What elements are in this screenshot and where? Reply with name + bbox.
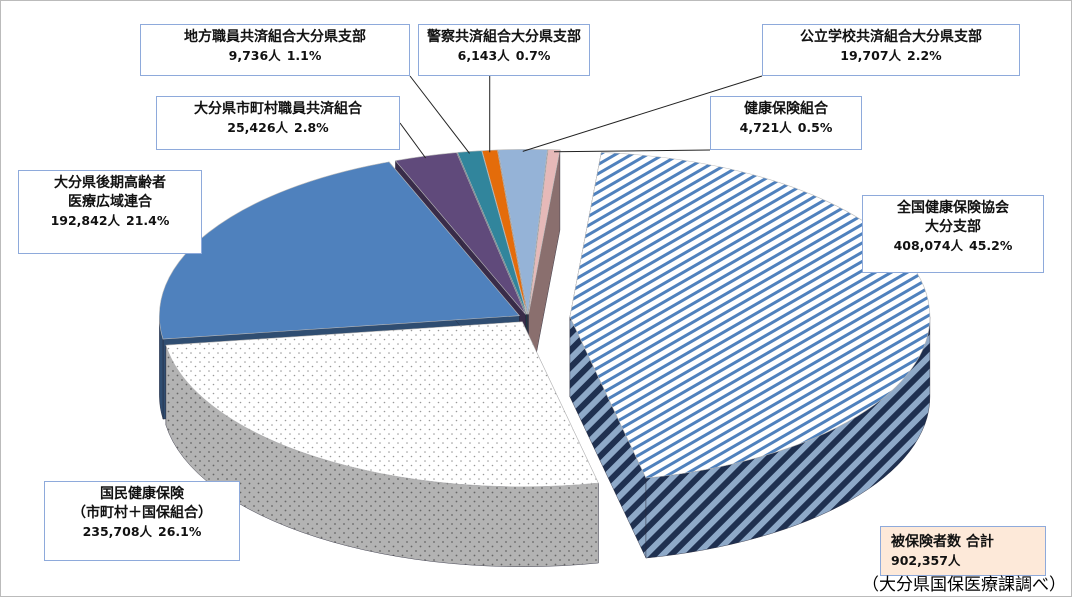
value-label: 6,143人	[457, 48, 510, 63]
value-line: 19,707人 2.2%	[767, 47, 1015, 65]
source-note: （大分県国保医療課調べ）	[862, 575, 1066, 595]
percent-label: 2.2%	[907, 48, 942, 63]
total-label: 被保険者数 合計	[891, 534, 994, 550]
slice	[528, 149, 561, 315]
value-label: 25,426人	[227, 120, 289, 135]
percent-label: 21.4%	[126, 213, 170, 228]
percent-label: 1.1%	[286, 48, 322, 63]
value-line: 235,708人 26.1%	[49, 523, 235, 541]
label-box: 公立学校共済組合大分県支部 19,707人 2.2%	[762, 24, 1020, 76]
slice	[394, 152, 527, 315]
value-line: 192,842人 21.4%	[23, 212, 197, 230]
slice-name: 国民健康保険 （市町村＋国保組合）	[72, 486, 212, 521]
leader-line	[409, 75, 470, 154]
leader-line	[554, 149, 711, 153]
percent-label: 26.1%	[158, 524, 202, 539]
label-box: 健康保険組合 4,721人 0.5%	[710, 96, 862, 150]
label-box: 国民健康保険 （市町村＋国保組合） 235,708人 26.1%	[44, 481, 240, 561]
value-line: 6,143人 0.7%	[423, 47, 585, 65]
label-box: 警察共済組合大分県支部 6,143人 0.7%	[418, 24, 590, 76]
value-label: 192,842人	[50, 213, 121, 228]
percent-label: 45.2%	[969, 238, 1013, 253]
value-line: 25,426人 2.8%	[161, 119, 395, 137]
slice-name: 大分県後期高齢者 医療広域連合	[54, 175, 166, 210]
value-label: 408,074人	[893, 238, 964, 253]
slice	[497, 149, 548, 315]
leader-line	[522, 75, 763, 152]
total-value: 902,357人	[891, 553, 961, 568]
slice	[569, 152, 931, 479]
slice-name: 警察共済組合大分県支部	[427, 29, 581, 45]
percent-label: 2.8%	[294, 120, 329, 135]
value-line: 9,736人 1.1%	[145, 47, 405, 65]
slice-name: 地方職員共済組合大分県支部	[184, 29, 366, 45]
value-label: 19,707人	[840, 48, 902, 63]
value-label: 4,721人	[739, 120, 792, 135]
label-box: 地方職員共済組合大分県支部 9,736人 1.1%	[140, 24, 410, 76]
value-label: 235,708人	[82, 524, 153, 539]
percent-label: 0.7%	[515, 48, 551, 63]
leader-line	[399, 122, 427, 159]
slice	[165, 321, 599, 488]
value-line: 4,721人 0.5%	[715, 119, 857, 137]
label-box: 大分県後期高齢者 医療広域連合 192,842人 21.4%	[18, 170, 202, 254]
slice	[457, 150, 528, 315]
slice-name: 大分県市町村職員共済組合	[194, 101, 362, 117]
slice-name: 公立学校共済組合大分県支部	[800, 29, 982, 45]
percent-label: 0.5%	[797, 120, 833, 135]
slice-name: 健康保険組合	[744, 101, 828, 117]
slice-name: 全国健康保険協会 大分支部	[897, 200, 1009, 235]
value-line: 408,074人 45.2%	[867, 237, 1039, 255]
label-box: 大分県市町村職員共済組合 25,426人 2.8%	[156, 96, 400, 150]
value-label: 9,736人	[228, 48, 281, 63]
label-box: 全国健康保険協会 大分支部 408,074人 45.2%	[862, 195, 1044, 273]
slice	[159, 161, 520, 340]
total-box: 被保険者数 合計 902,357人	[880, 526, 1046, 576]
